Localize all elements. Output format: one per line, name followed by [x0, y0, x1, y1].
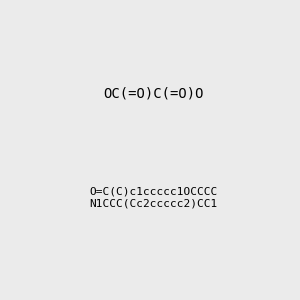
Text: OC(=O)C(=O)O: OC(=O)C(=O)O — [103, 87, 204, 101]
Text: O=C(C)c1ccccc1OCCCC
N1CCC(Cc2ccccc2)CC1: O=C(C)c1ccccc1OCCCC N1CCC(Cc2ccccc2)CC1 — [90, 187, 218, 208]
